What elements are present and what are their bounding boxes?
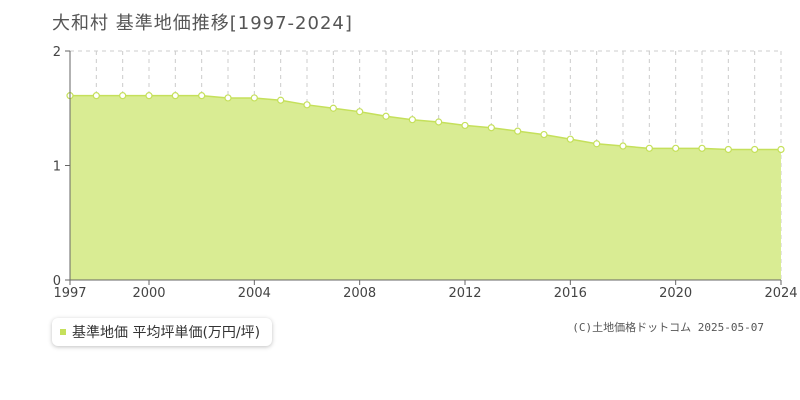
axes bbox=[65, 50, 782, 285]
y-tick-labels: 0 1 2 bbox=[53, 45, 61, 289]
legend-swatch bbox=[60, 329, 66, 335]
series-line bbox=[70, 94, 781, 151]
legend-label: 基準地価 平均坪単価(万円/坪) bbox=[72, 325, 261, 341]
data-point bbox=[619, 142, 627, 150]
data-point bbox=[593, 140, 601, 148]
data-point bbox=[672, 144, 680, 152]
data-point bbox=[514, 127, 522, 135]
y-tick-label: 0 bbox=[53, 274, 61, 289]
x-tick-label: 2024 bbox=[764, 286, 797, 301]
copyright-credit: (C)土地価格ドットコム 2025-05-07 bbox=[572, 321, 764, 334]
x-tick-labels: 1997 2000 2004 2008 2012 2016 2020 2024 bbox=[53, 286, 797, 301]
data-point bbox=[435, 118, 443, 126]
y-tick-label: 1 bbox=[53, 160, 61, 175]
data-point bbox=[382, 112, 390, 120]
data-point bbox=[171, 92, 179, 100]
legend: 基準地価 平均坪単価(万円/坪) bbox=[52, 318, 273, 346]
data-point bbox=[198, 92, 206, 100]
x-tick-label: 2012 bbox=[448, 286, 481, 301]
data-point bbox=[277, 96, 285, 104]
x-tick-label: 2016 bbox=[554, 286, 587, 301]
x-tick-label: 2020 bbox=[659, 286, 692, 301]
data-point bbox=[329, 104, 337, 112]
x-tick-label: 1997 bbox=[53, 286, 86, 301]
data-point bbox=[408, 116, 416, 124]
data-point bbox=[92, 92, 100, 100]
data-point bbox=[698, 144, 706, 152]
data-point bbox=[487, 124, 495, 132]
data-point bbox=[751, 145, 759, 154]
data-point bbox=[645, 144, 653, 152]
area-fill bbox=[70, 95, 781, 280]
data-points bbox=[66, 92, 785, 154]
data-point bbox=[724, 145, 732, 154]
x-tick-label: 2008 bbox=[343, 286, 376, 301]
data-point bbox=[540, 130, 548, 139]
x-tick-label: 2004 bbox=[238, 286, 271, 301]
data-point bbox=[461, 121, 469, 130]
data-point bbox=[303, 101, 311, 109]
data-point bbox=[566, 135, 574, 143]
data-point bbox=[250, 94, 258, 102]
data-point bbox=[119, 92, 127, 100]
data-point bbox=[777, 145, 785, 154]
chart-title: 大和村 基準地価推移[1997-2024] bbox=[52, 13, 353, 34]
data-point bbox=[224, 94, 232, 102]
y-tick-label: 2 bbox=[53, 45, 61, 60]
data-point bbox=[145, 92, 153, 100]
x-tick-label: 2000 bbox=[132, 286, 165, 301]
data-point bbox=[356, 108, 364, 116]
